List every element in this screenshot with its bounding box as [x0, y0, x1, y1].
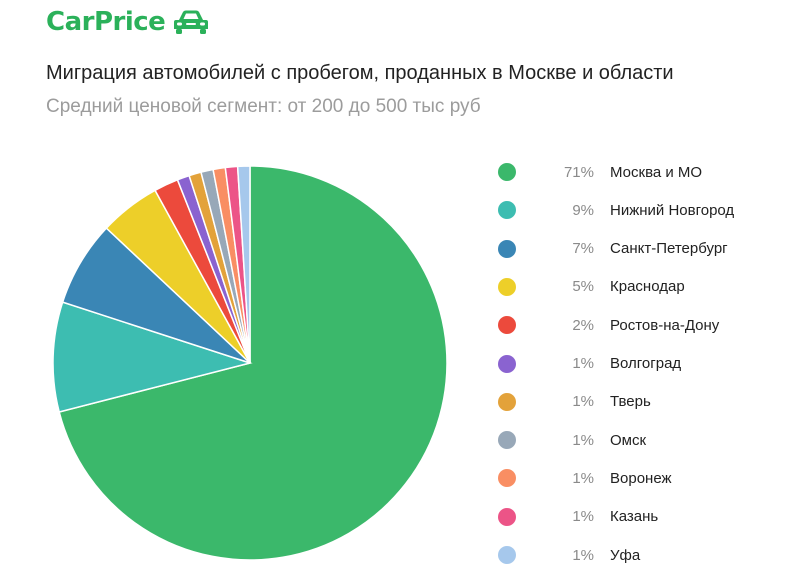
legend-swatch — [498, 431, 516, 450]
pie-chart — [52, 165, 448, 561]
legend-label: Санкт-Петербург — [610, 240, 728, 258]
legend-label: Краснодар — [610, 278, 685, 296]
legend-item: 1% Волгоград — [494, 345, 794, 383]
legend-label: Нижний Новгород — [610, 201, 735, 219]
legend-swatch — [498, 201, 516, 220]
car-icon — [174, 10, 209, 34]
legend-percent: 9% — [572, 201, 594, 219]
legend-label: Омск — [610, 431, 647, 449]
legend-swatch — [498, 354, 516, 373]
legend-label: Уфа — [610, 546, 641, 564]
legend-percent: 5% — [572, 278, 594, 296]
legend-item: 9% Нижний Новгород — [494, 191, 794, 229]
legend-percent: 1% — [572, 431, 594, 449]
legend-percent: 1% — [572, 546, 594, 564]
legend-label: Ростов-на-Дону — [610, 316, 720, 334]
legend-percent: 71% — [563, 163, 594, 181]
legend-label: Москва и МО — [610, 163, 703, 181]
legend-swatch — [498, 469, 516, 488]
legend-label: Казань — [610, 508, 659, 526]
legend-swatch — [498, 507, 516, 526]
legend-label: Волгоград — [610, 355, 682, 372]
legend-swatch — [498, 546, 516, 564]
legend-item: 1% Воронеж — [494, 459, 794, 497]
legend-percent: 7% — [572, 240, 594, 258]
pie-slice-1 — [52, 301, 253, 413]
brand-name: CarPrice — [46, 7, 166, 37]
legend-label: Тверь — [610, 393, 651, 411]
chart-title: Миграция автомобилей с пробегом, проданн… — [46, 62, 674, 84]
legend-percent: 1% — [572, 355, 594, 372]
legend-item: 7% Санкт-Петербург — [494, 230, 794, 268]
legend-item: 1% Казань — [494, 498, 794, 536]
legend-swatch — [498, 277, 516, 296]
legend-percent: 1% — [572, 393, 594, 411]
legend-item: 2% Ростов-на-Дону — [494, 306, 794, 344]
legend-item: 1% Уфа — [494, 536, 794, 574]
pie-slice-0 — [58, 165, 448, 561]
legend-label: Воронеж — [610, 469, 672, 487]
legend-item: 1% Тверь — [494, 383, 794, 421]
legend-percent: 2% — [572, 316, 594, 334]
legend-item: 71% Москва и МО — [494, 153, 794, 191]
legend-percent: 1% — [572, 508, 594, 526]
legend-swatch — [498, 392, 516, 411]
legend-swatch — [498, 316, 516, 335]
chart-subtitle: Средний ценовой сегмент: от 200 до 500 т… — [46, 96, 481, 117]
legend-swatch — [498, 239, 516, 258]
legend-percent: 1% — [572, 469, 594, 487]
legend-item: 1% Омск — [494, 421, 794, 459]
pie-slice-10 — [236, 165, 251, 364]
legend-item: 5% Краснодар — [494, 268, 794, 306]
legend-swatch — [498, 163, 516, 181]
brand-logo: CarPrice — [46, 4, 211, 40]
